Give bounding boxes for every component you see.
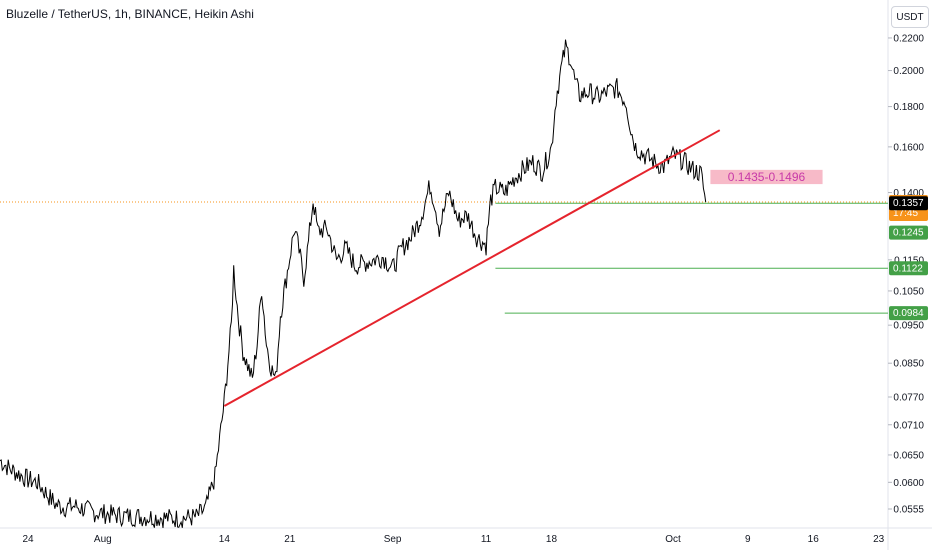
x-tick-label: 9 [745,534,751,545]
x-tick-label: 24 [22,534,34,545]
x-tick-label: Aug [94,534,112,545]
level-badge-text: 0.1122 [893,263,923,274]
x-tick-label: 11 [481,534,492,545]
level-badge-text: 0.1357 [893,198,924,209]
y-tick-label: 0.1800 [893,102,924,113]
y-tick-label: 0.1050 [893,286,924,297]
y-tick-label: 0.0555 [893,504,924,515]
x-tick-label: 18 [546,534,558,545]
x-tick-label: Oct [665,534,681,545]
y-tick-label: 0.0650 [893,450,924,461]
y-tick-label: 0.0600 [893,478,924,489]
level-badge [889,306,928,321]
x-tick-label: 14 [219,534,231,545]
y-tick-label: 0.0950 [893,321,924,332]
y-tick-label: 0.2200 [893,33,924,44]
ascending-trendline[interactable] [223,129,721,407]
y-tick-label: 0.2000 [893,66,924,77]
y-tick-label: 0.0850 [893,359,924,370]
x-tick-label: Sep [384,534,402,545]
chart-title: Bluzelle / TetherUS, 1h, BINANCE, Heikin… [6,7,254,21]
price-series-line [0,39,707,528]
x-tick-label: 23 [873,534,885,545]
y-tick-label: 0.1400 [893,188,924,199]
y-tick-label: 0.1150 [894,255,924,266]
y-tick-label: 0.1600 [893,142,924,153]
y-tick-label: 0.0770 [893,393,924,404]
currency-button[interactable]: USDT [891,6,929,28]
current-price-badge-text: 17:45 [893,208,918,219]
resistance-zone[interactable] [710,169,823,185]
resistance-zone-label: 0.1435-0.1496 [728,170,806,184]
level-badge [889,196,928,211]
level-badge-text: 0.1245 [893,228,924,239]
y-tick-label: 0.0710 [893,420,924,431]
level-badge [889,261,928,276]
level-badge [889,225,928,240]
x-tick-label: 16 [808,534,820,545]
x-tick-label: 21 [284,534,296,545]
level-badge-text: 0.0984 [893,308,924,319]
